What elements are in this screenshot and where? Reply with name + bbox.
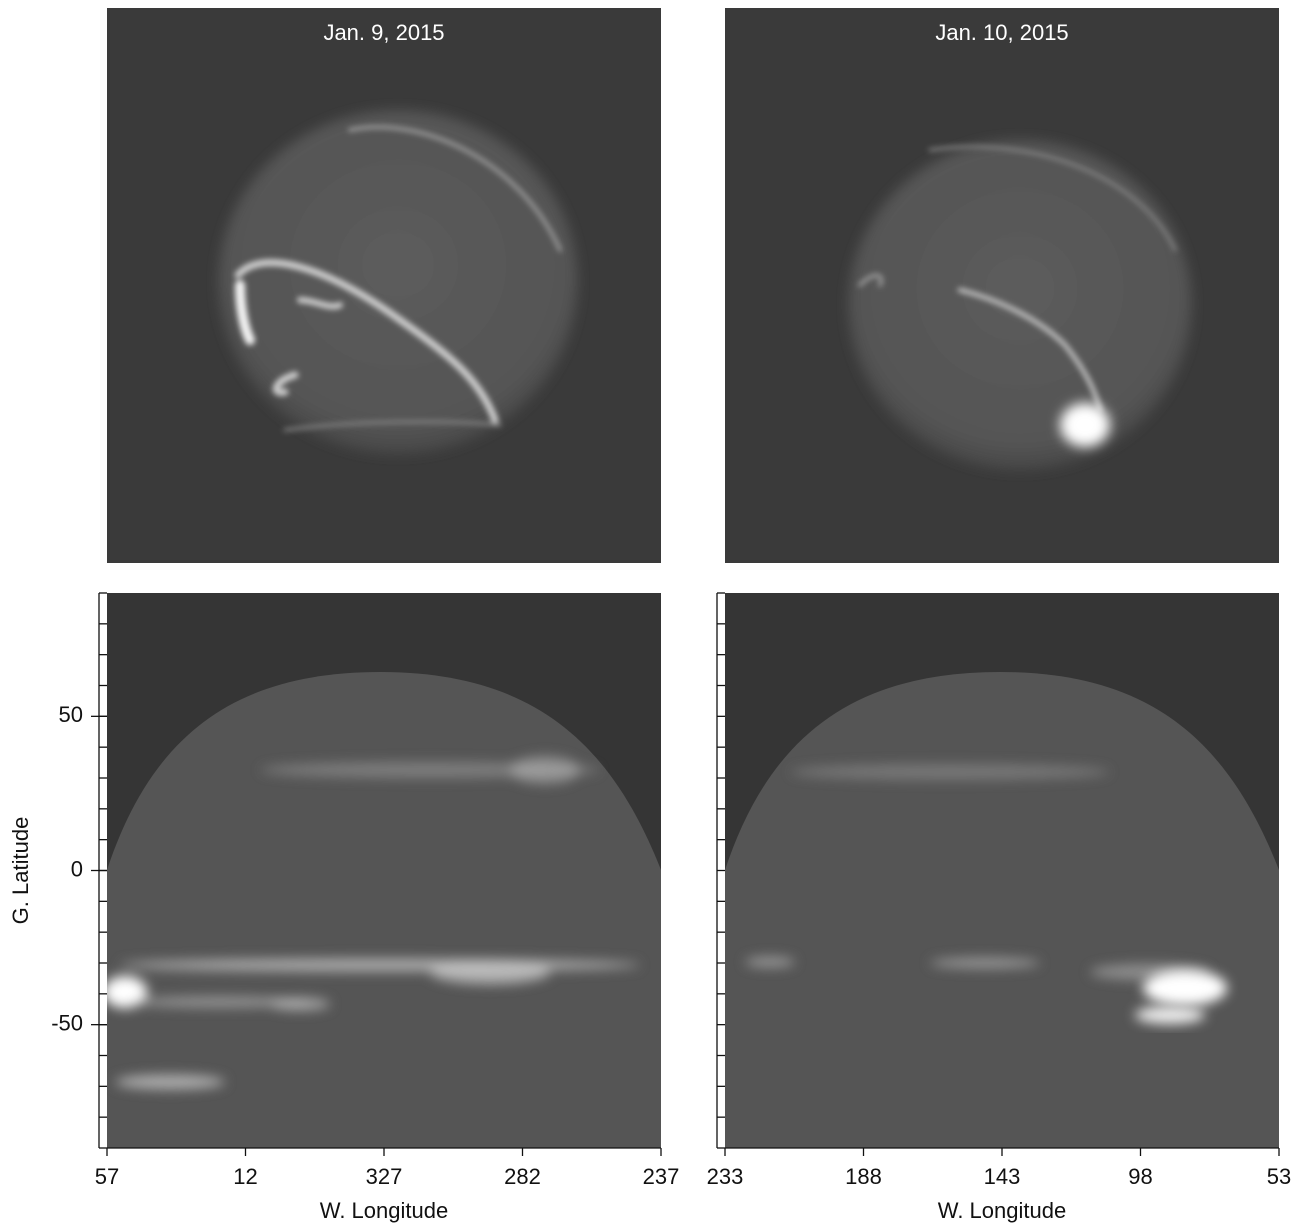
x-axis-label: W. Longitude (320, 1198, 448, 1223)
planet-image (725, 8, 1279, 563)
x-axis-label: W. Longitude (938, 1198, 1066, 1223)
y-tick-label: -50 (51, 1010, 83, 1035)
y-axis-label: G. Latitude (8, 817, 33, 925)
map-image (725, 593, 1279, 1148)
panel-title: Jan. 9, 2015 (323, 20, 444, 45)
x-tick-label: 53 (1267, 1164, 1291, 1189)
x-tick-label: 282 (504, 1164, 541, 1189)
y-tick-label: 50 (59, 702, 83, 727)
x-tick-label: 57 (95, 1164, 119, 1189)
x-tick-label: 12 (233, 1164, 257, 1189)
x-tick-label: 98 (1128, 1164, 1152, 1189)
x-tick-label: 237 (643, 1164, 680, 1189)
x-tick-label: 143 (984, 1164, 1021, 1189)
panel-title: Jan. 10, 2015 (935, 20, 1068, 45)
map-image (103, 593, 661, 1148)
x-tick-label: 188 (845, 1164, 882, 1189)
y-tick-label: 0 (71, 856, 83, 881)
planet-image (107, 8, 661, 563)
x-tick-label: 327 (366, 1164, 403, 1189)
x-tick-label: 233 (707, 1164, 744, 1189)
